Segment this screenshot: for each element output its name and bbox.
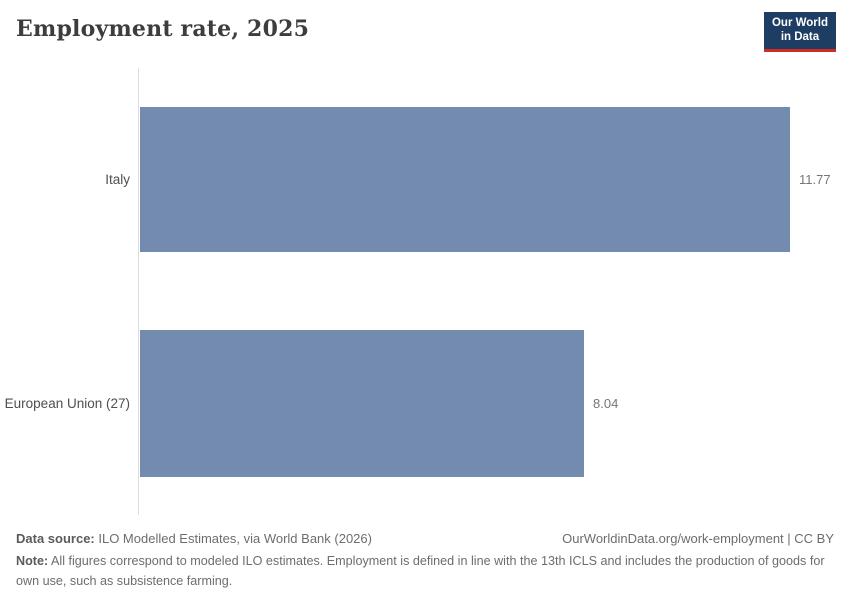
data-source-label: Data source:	[16, 531, 95, 546]
page-title: Employment rate, 2025	[16, 16, 310, 42]
bar[interactable]	[140, 330, 584, 477]
bar-value-label: 11.77	[799, 172, 831, 187]
bar-row: Italy 11.77	[0, 107, 850, 252]
y-axis-line	[138, 68, 139, 515]
data-source-text: ILO Modelled Estimates, via World Bank (…	[94, 531, 372, 546]
owid-logo[interactable]: Our World in Data	[763, 12, 836, 52]
owid-logo-line2: in Data	[780, 30, 820, 43]
plot-area: Italy 11.77 European Union (27) 8.04	[0, 68, 850, 515]
owid-url-link[interactable]: OurWorldinData.org/work-employment | CC …	[562, 531, 834, 546]
bar[interactable]	[140, 107, 790, 252]
owid-logo-line1: Our World	[771, 17, 828, 29]
entity-label-italy[interactable]: Italy	[105, 172, 130, 187]
bar-row: European Union (27) 8.04	[0, 330, 850, 477]
bar-value-label: 8.04	[593, 396, 619, 411]
footer: Data source: ILO Modelled Estimates, via…	[16, 531, 834, 591]
note-label: Note:	[16, 554, 49, 568]
entity-label-european-union[interactable]: European Union (27)	[4, 396, 130, 411]
note-text: All figures correspond to modeled ILO es…	[16, 554, 825, 588]
note-text-block: Note: All figures correspond to modeled …	[16, 552, 834, 591]
data-source-line: Data source: ILO Modelled Estimates, via…	[16, 531, 372, 546]
